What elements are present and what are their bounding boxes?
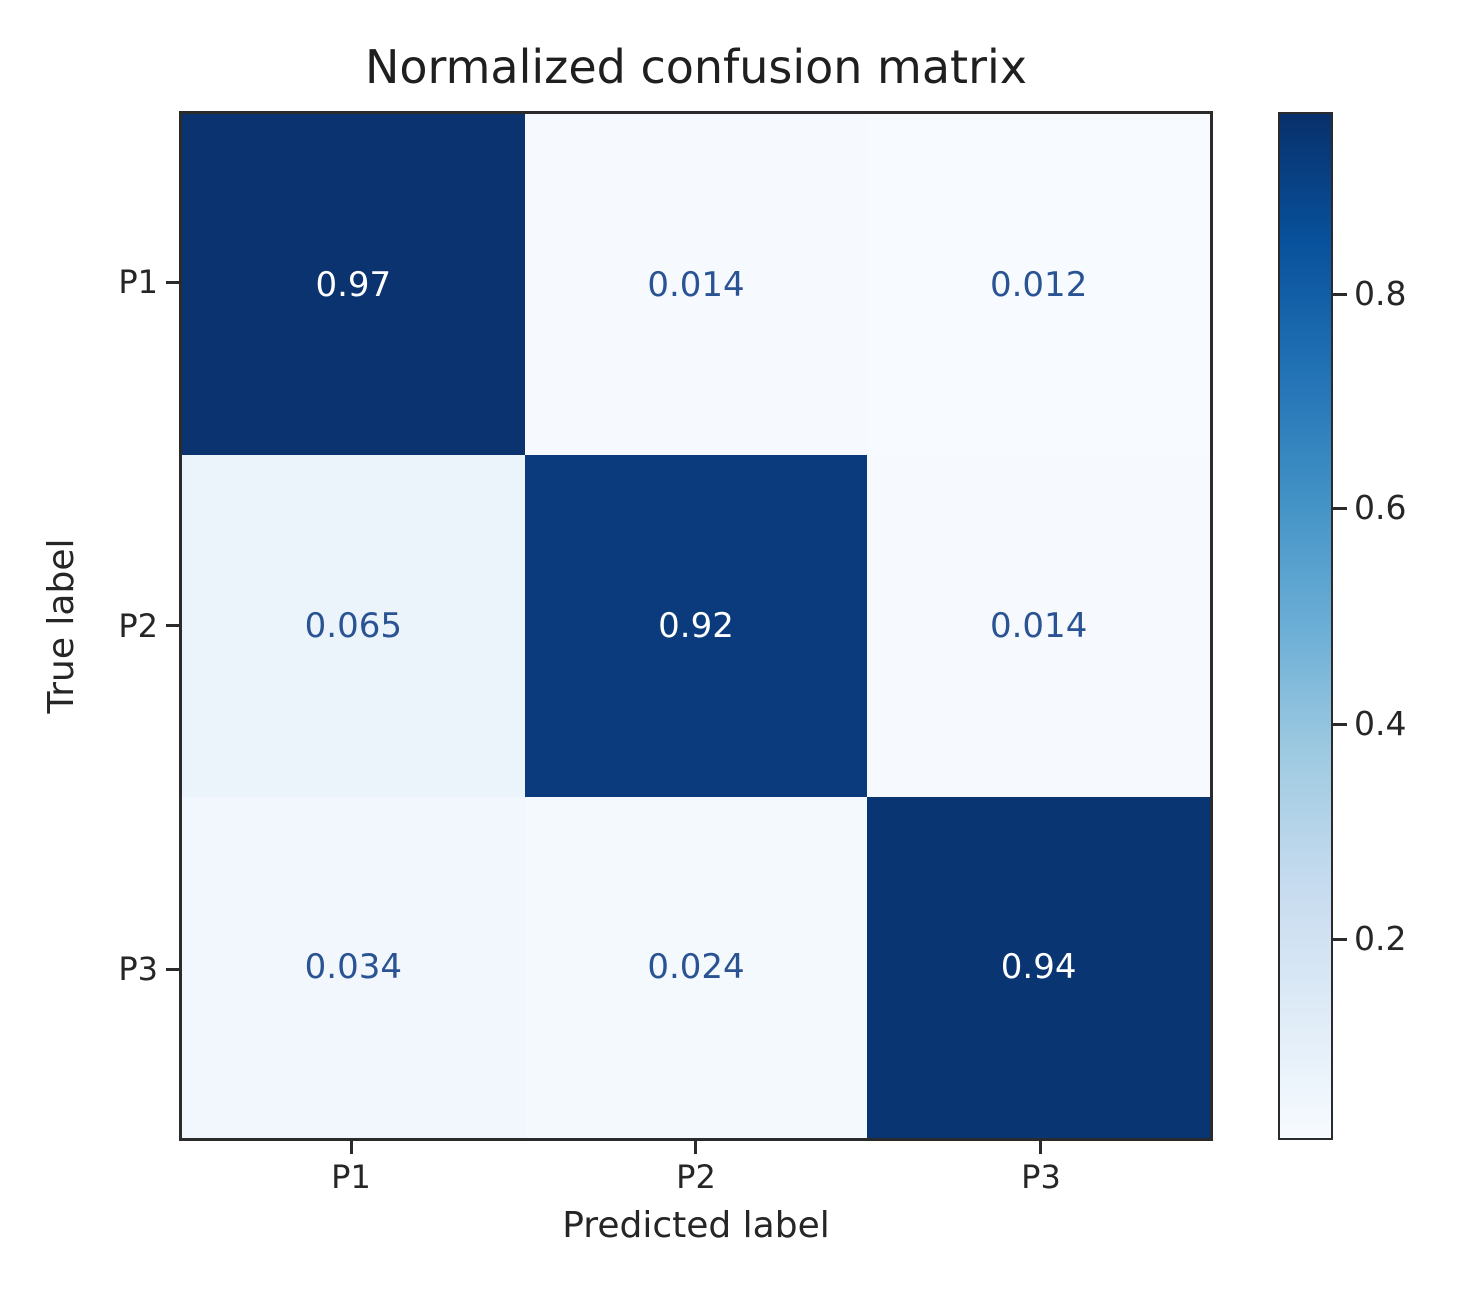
matrix-cell-r2c3: 0.014 (867, 455, 1210, 797)
matrix-cell-r3c3: 0.94 (867, 796, 1210, 1138)
matrix-cell-r2c2: 0.92 (524, 455, 868, 797)
matrix-cell-r3c1: 0.034 (182, 796, 525, 1138)
matrix-cell-r1c2: 0.014 (524, 114, 868, 456)
y-axis-label: True label (41, 538, 82, 714)
colorbar-tick-mark-08 (1333, 293, 1347, 296)
colorbar (1278, 112, 1333, 1140)
y-tick-mark-p3 (166, 968, 179, 971)
x-tick-mark-p2 (694, 1141, 697, 1154)
x-axis-label: Predicted label (562, 1205, 830, 1246)
matrix-cell-r2c1: 0.065 (182, 455, 525, 797)
colorbar-tick-mark-02 (1333, 938, 1347, 941)
colorbar-tick-mark-06 (1333, 507, 1347, 510)
x-tick-label-p1: P1 (331, 1158, 371, 1196)
y-tick-label-p3: P3 (118, 950, 158, 988)
x-tick-mark-p3 (1039, 1141, 1042, 1154)
colorbar-tick-label-08: 0.8 (1354, 274, 1407, 313)
matrix-cell-r3c2: 0.024 (524, 796, 868, 1138)
matrix-cell-r1c3: 0.012 (867, 114, 1210, 456)
heatmap-grid: 0.97 0.014 0.012 0.065 0.92 0.014 0.034 … (179, 111, 1213, 1141)
matrix-cell-r1c1: 0.97 (182, 114, 525, 456)
y-tick-mark-p1 (166, 281, 179, 284)
y-tick-mark-p2 (166, 624, 179, 627)
x-tick-mark-p1 (350, 1141, 353, 1154)
colorbar-tick-label-04: 0.4 (1354, 704, 1407, 743)
y-tick-label-p1: P1 (118, 263, 158, 301)
y-tick-label-p2: P2 (118, 607, 158, 645)
x-tick-label-p2: P2 (676, 1158, 716, 1196)
colorbar-tick-label-06: 0.6 (1354, 488, 1407, 527)
x-tick-label-p3: P3 (1021, 1158, 1061, 1196)
chart-title: Normalized confusion matrix (364, 40, 1028, 94)
colorbar-tick-mark-04 (1333, 723, 1347, 726)
colorbar-tick-label-02: 0.2 (1354, 919, 1407, 958)
